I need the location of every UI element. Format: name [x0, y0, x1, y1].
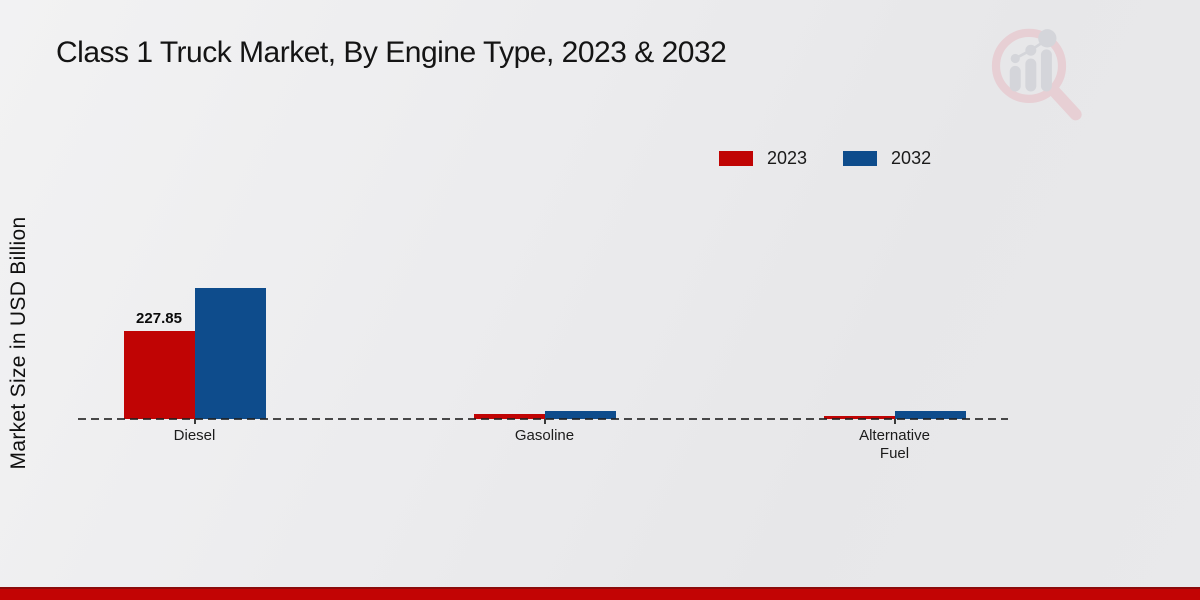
legend-item-2032: 2032	[843, 148, 931, 169]
chart-title: Class 1 Truck Market, By Engine Type, 20…	[56, 36, 727, 69]
x-axis-category-label: Alternative Fuel	[859, 427, 930, 462]
bar-2023-diesel	[123, 331, 195, 419]
bar-2032-diesel	[194, 288, 266, 419]
x-axis-tick	[893, 419, 896, 424]
legend: 2023 2032	[719, 148, 931, 169]
bar-value-label: 227.85	[136, 310, 182, 327]
legend-label: 2023	[767, 148, 808, 168]
x-axis-category-label: Diesel	[173, 427, 216, 444]
legend-swatch	[719, 151, 753, 166]
x-axis-tick	[193, 419, 196, 424]
bar-2023-gasoline	[473, 414, 545, 419]
growth-chart-magnifier-logo-icon	[991, 28, 1082, 121]
legend-swatch	[843, 151, 878, 166]
legend-label: 2032	[891, 148, 932, 168]
bar-2032-gasoline	[544, 411, 616, 419]
bar-2023-alternative-fuel	[823, 416, 895, 419]
legend-item-2023: 2023	[719, 148, 807, 169]
bar-2032-alternative-fuel	[894, 411, 966, 419]
x-axis-tick	[543, 419, 546, 424]
x-axis-category-label: Gasoline	[514, 427, 575, 444]
x-axis-baseline-dashed	[78, 418, 1008, 420]
footer-accent-band	[0, 587, 1200, 600]
